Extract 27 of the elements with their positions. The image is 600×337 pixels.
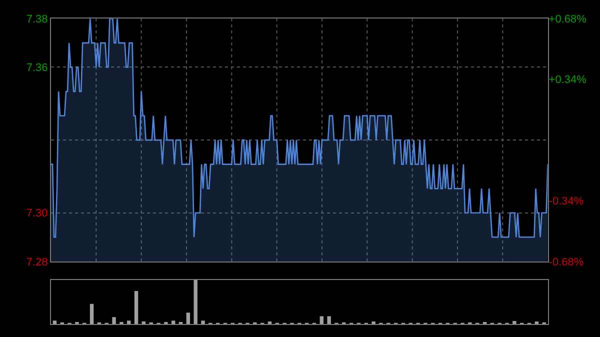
bar [320, 316, 324, 324]
y-tick-label: 7.38 [26, 14, 48, 26]
bar [186, 312, 190, 324]
bar [142, 322, 146, 324]
bar [134, 291, 138, 324]
bar [201, 320, 205, 324]
bar [112, 317, 116, 324]
bar [127, 320, 131, 324]
y-tick-label: 7.36 [26, 62, 48, 74]
bar [327, 316, 331, 324]
bar [268, 322, 272, 324]
bar [52, 320, 57, 324]
bar [90, 304, 94, 324]
y2-tick-label: +0.68% [548, 14, 587, 26]
bar [75, 322, 79, 324]
bar [512, 321, 516, 324]
y-tick-label: 7.30 [26, 208, 48, 220]
bar [372, 322, 376, 324]
y2-tick-label: -0.34% [548, 196, 584, 208]
bar [194, 280, 198, 324]
y2-tick-label: +0.34% [548, 74, 587, 86]
bar [534, 322, 539, 324]
bar [171, 320, 176, 324]
y-tick-label: 7.28 [26, 256, 48, 268]
bar [120, 322, 124, 324]
bar [164, 322, 168, 324]
y2-tick-label: -0.68% [548, 256, 584, 268]
